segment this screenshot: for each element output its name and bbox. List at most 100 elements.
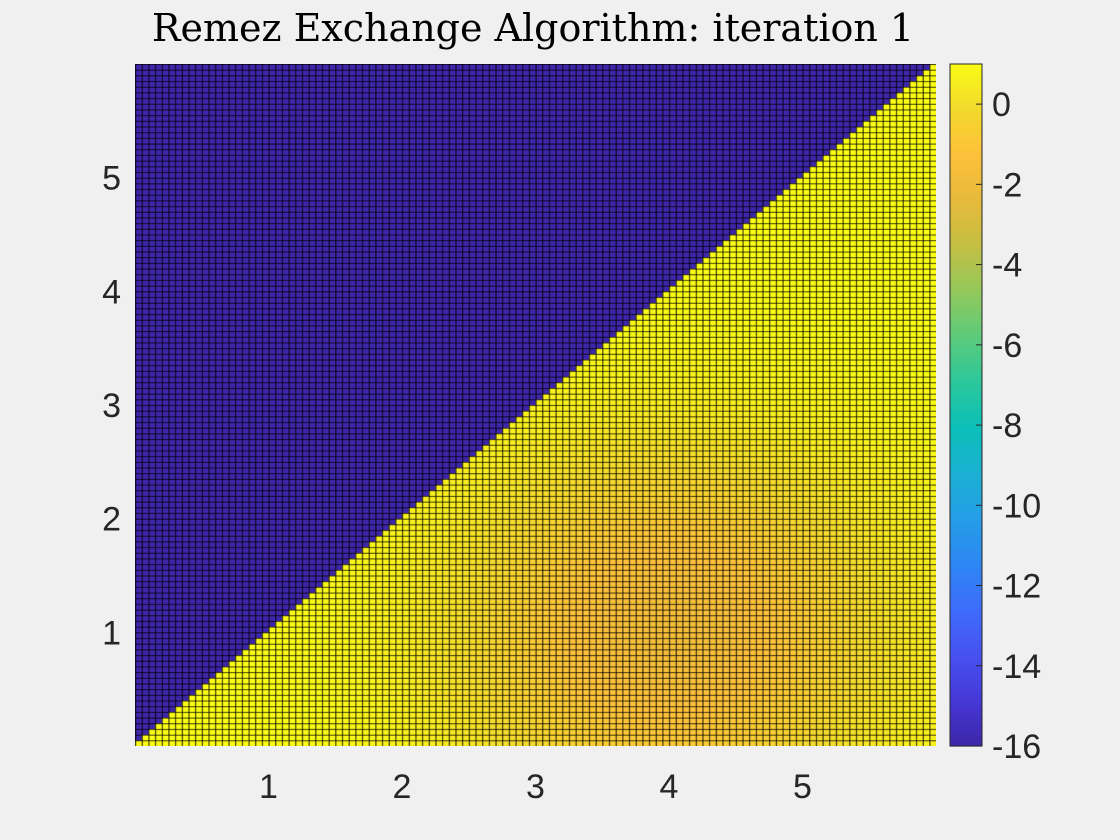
colorbar-segment [950, 711, 982, 716]
colorbar-segment [950, 667, 982, 672]
colorbar-segment [950, 681, 982, 686]
colorbar-segment [950, 104, 982, 109]
colorbar-segment [950, 183, 982, 188]
colorbar-tick-label: -12 [992, 568, 1041, 606]
colorbar-segment [950, 670, 982, 675]
colorbar-segment [950, 152, 982, 157]
colorbar-segment [950, 285, 982, 290]
colorbar-tick-label: -4 [992, 247, 1022, 285]
colorbar-segment [950, 537, 982, 542]
colorbar-segment [950, 364, 982, 369]
x-tick-label: 2 [393, 768, 412, 806]
colorbar-segment [950, 169, 982, 174]
colorbar-segment [950, 234, 982, 239]
colorbar-segment [950, 302, 982, 307]
colorbar-segment [950, 336, 982, 341]
colorbar-frame [949, 63, 983, 747]
colorbar-segment [950, 500, 982, 505]
colorbar-segment [950, 725, 982, 730]
colorbar-segment [950, 422, 982, 427]
colorbar-segment [950, 585, 982, 590]
colorbar-segment [950, 84, 982, 89]
x-tick-label: 1 [259, 768, 278, 806]
colorbar-tick-label: 0 [992, 86, 1011, 124]
colorbar-segment [950, 377, 982, 382]
colorbar-segment [950, 664, 982, 669]
colorbar-segment [950, 442, 982, 447]
y-tick-label: 4 [102, 273, 121, 311]
colorbar-segment [950, 688, 982, 693]
colorbar-segment [950, 265, 982, 270]
colorbar-segment [950, 418, 982, 423]
colorbar-segment [950, 684, 982, 689]
colorbar-segment [950, 541, 982, 546]
colorbar-segment [950, 524, 982, 529]
y-tick-label: 2 [102, 501, 121, 539]
colorbar-segment [950, 425, 982, 430]
colorbar-tick-label: -10 [992, 487, 1041, 525]
colorbar-segment [950, 636, 982, 641]
colorbar-segment [950, 677, 982, 682]
colorbar-segment [950, 367, 982, 372]
colorbar-segment [950, 555, 982, 560]
colorbar-segment [950, 565, 982, 570]
colorbar-segment [950, 705, 982, 710]
colorbar-segment [950, 350, 982, 355]
colorbar-segment [950, 316, 982, 321]
colorbar-segment [950, 176, 982, 181]
colorbar-segment [950, 694, 982, 699]
colorbar-segment [950, 121, 982, 126]
colorbar-segment [950, 268, 982, 273]
colorbar-segment [950, 241, 982, 246]
colorbar-segment [950, 411, 982, 416]
colorbar-segment [950, 456, 982, 461]
colorbar-segment [950, 115, 982, 120]
colorbar-segment [950, 551, 982, 556]
colorbar-segment [950, 94, 982, 99]
colorbar-segment [950, 125, 982, 130]
colorbar-segment [950, 728, 982, 733]
colorbar-segment [950, 272, 982, 277]
colorbar-tick-label: -6 [992, 327, 1022, 365]
colorbar-segment [950, 111, 982, 116]
y-tick-label: 5 [102, 160, 121, 198]
colorbar-ticks: 0 -2 -4 -6 -8 -10 -12 -14 -16 [976, 86, 1041, 766]
colorbar-segment [950, 231, 982, 236]
colorbar-segment [950, 660, 982, 665]
colorbar-segment [950, 261, 982, 266]
colorbar-segment [950, 118, 982, 123]
colorbar-segment [950, 507, 982, 512]
colorbar-segment [950, 701, 982, 706]
colorbar-segment [950, 415, 982, 420]
colorbar-segment [950, 405, 982, 410]
colorbar-segment [950, 558, 982, 563]
colorbar-segment [950, 589, 982, 594]
colorbar-segment [950, 186, 982, 191]
colorbar-segment [950, 312, 982, 317]
colorbar-segment [950, 220, 982, 225]
colorbar-segment [950, 87, 982, 92]
colorbar-segment [950, 531, 982, 536]
colorbar-segment [950, 595, 982, 600]
colorbar-segment [950, 203, 982, 208]
colorbar-segment [950, 77, 982, 82]
colorbar-segment [950, 459, 982, 464]
colorbar-segment [950, 387, 982, 392]
colorbar-segment [950, 623, 982, 628]
colorbar-segment [950, 599, 982, 604]
colorbar-segment [950, 295, 982, 300]
colorbar-segment [950, 473, 982, 478]
colorbar-segment [950, 391, 982, 396]
colorbar-segment [950, 613, 982, 618]
colorbar-segment [950, 374, 982, 379]
colorbar-segment [950, 449, 982, 454]
colorbar-segment [950, 289, 982, 294]
colorbar-segment [950, 108, 982, 113]
colorbar-segment [950, 630, 982, 635]
colorbar-segment [950, 633, 982, 638]
colorbar-segment [950, 592, 982, 597]
colorbar-segment [950, 145, 982, 150]
colorbar-segment [950, 326, 982, 331]
colorbar-segment [950, 333, 982, 338]
colorbar-segment [950, 193, 982, 198]
